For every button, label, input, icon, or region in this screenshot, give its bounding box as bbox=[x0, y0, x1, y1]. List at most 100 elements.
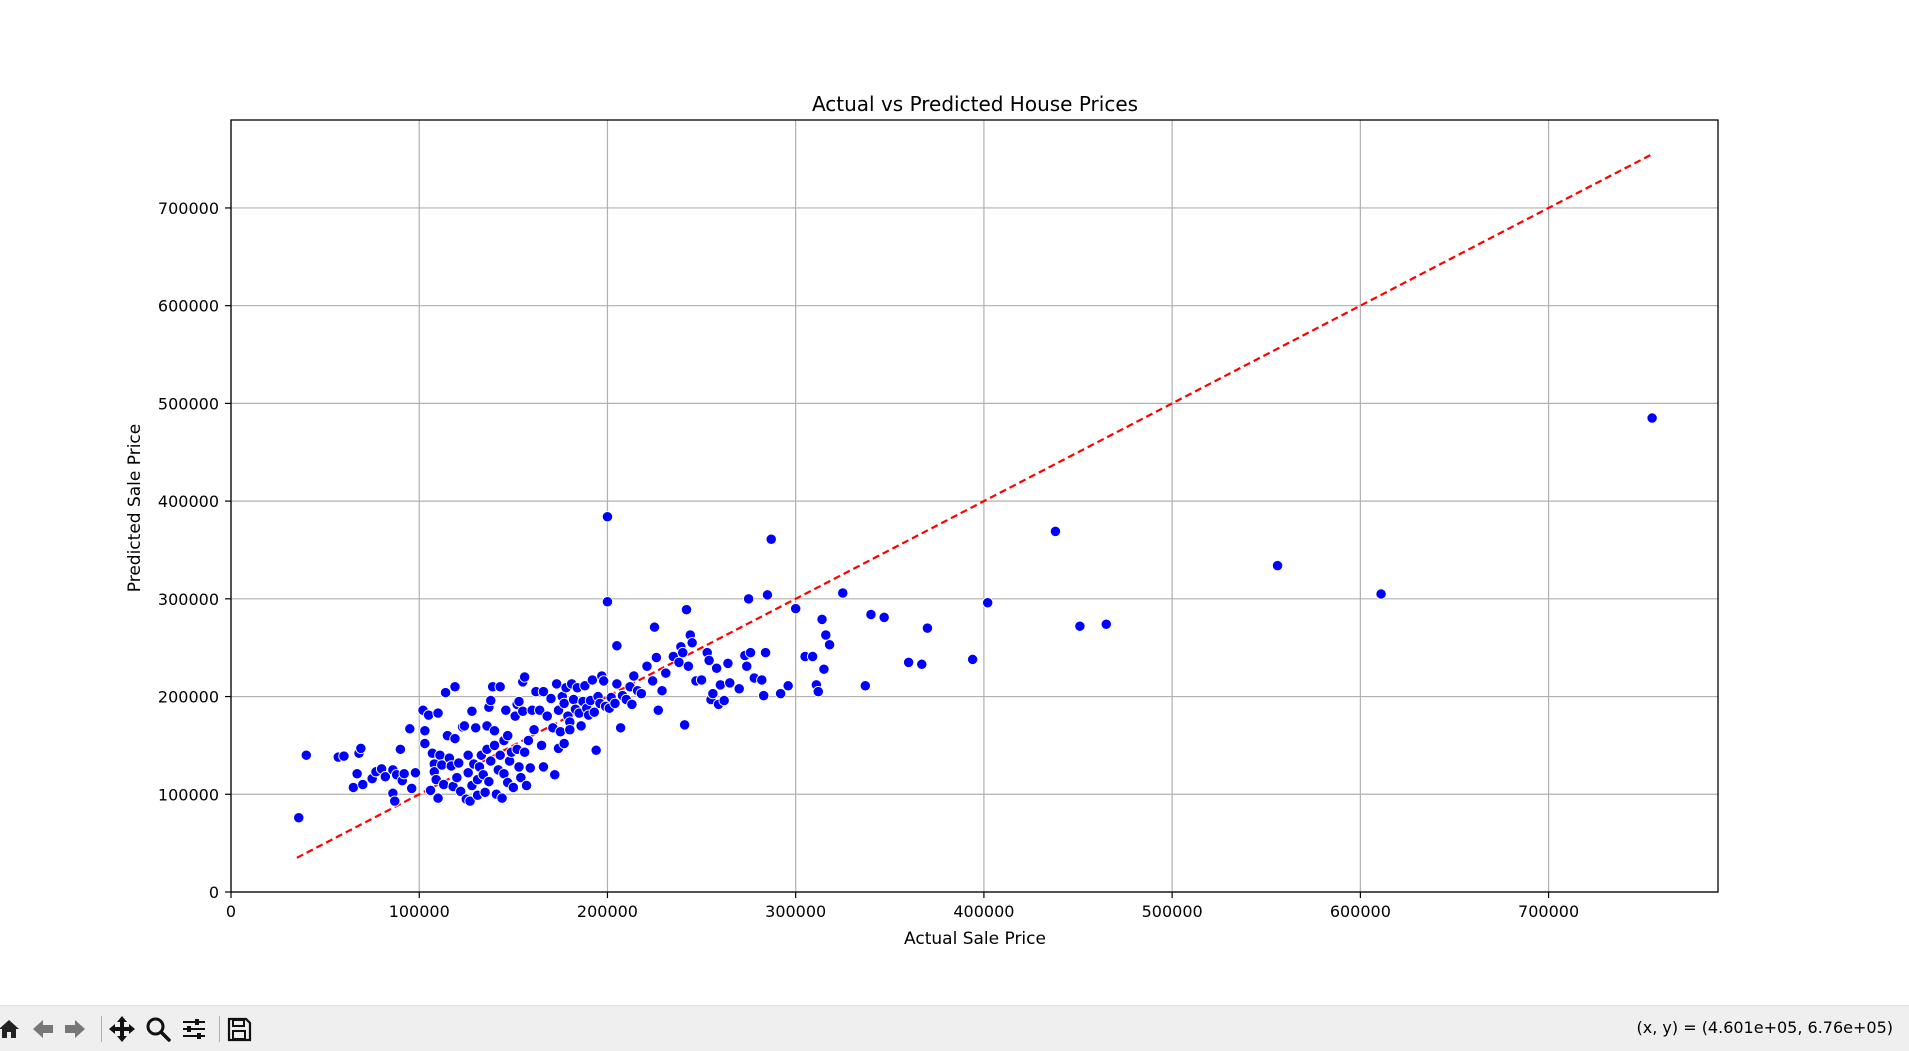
data-point bbox=[806, 650, 819, 663]
data-point bbox=[424, 784, 437, 797]
data-point bbox=[488, 739, 501, 752]
data-point bbox=[614, 722, 627, 734]
data-point bbox=[782, 680, 794, 692]
data-point bbox=[394, 743, 407, 755]
x-tick-label: 400000 bbox=[953, 902, 1014, 921]
data-point bbox=[524, 762, 536, 774]
data-point bbox=[820, 629, 832, 641]
data-point bbox=[823, 639, 836, 651]
data-point bbox=[601, 511, 614, 523]
data-point bbox=[652, 704, 664, 716]
data-point bbox=[438, 778, 450, 791]
data-point bbox=[398, 768, 410, 780]
data-point bbox=[351, 768, 363, 780]
configure-icon bbox=[183, 1019, 205, 1039]
data-point bbox=[635, 687, 647, 700]
home-icon bbox=[0, 1020, 19, 1038]
home-button[interactable] bbox=[0, 1014, 24, 1044]
data-point bbox=[660, 667, 672, 679]
data-point bbox=[579, 680, 591, 692]
data-point bbox=[921, 622, 934, 634]
data-point bbox=[389, 795, 401, 807]
data-point bbox=[733, 683, 745, 695]
data-point bbox=[439, 686, 452, 699]
y-tick-label: 200000 bbox=[158, 688, 219, 707]
data-point bbox=[628, 670, 640, 682]
data-point bbox=[648, 621, 661, 633]
data-point bbox=[404, 723, 416, 735]
data-point bbox=[1100, 618, 1112, 630]
data-point bbox=[710, 662, 723, 674]
data-point bbox=[488, 725, 501, 737]
data-point bbox=[379, 771, 391, 783]
data-point bbox=[575, 720, 587, 732]
data-point bbox=[714, 679, 727, 691]
data-point bbox=[982, 597, 994, 609]
data-point bbox=[590, 744, 602, 756]
plot-frame bbox=[230, 119, 1719, 893]
data-point bbox=[466, 705, 478, 717]
data-point bbox=[357, 778, 369, 791]
data-point bbox=[520, 779, 533, 792]
zoom-button[interactable] bbox=[143, 1014, 173, 1044]
toolbar-separator bbox=[219, 1016, 220, 1042]
data-point bbox=[859, 680, 871, 692]
save-button[interactable] bbox=[224, 1014, 254, 1044]
data-point bbox=[818, 663, 830, 675]
data-point bbox=[707, 687, 719, 700]
data-point bbox=[434, 749, 446, 761]
data-point bbox=[601, 596, 614, 608]
data-point bbox=[432, 707, 444, 719]
data-point bbox=[453, 757, 465, 769]
data-point bbox=[741, 660, 753, 672]
data-point bbox=[686, 637, 698, 649]
x-tick-label: 0 bbox=[226, 902, 236, 921]
forward-button[interactable] bbox=[60, 1014, 90, 1044]
data-point bbox=[449, 681, 461, 693]
x-tick-label: 300000 bbox=[765, 902, 826, 921]
data-point bbox=[609, 697, 621, 710]
scatter-points bbox=[293, 412, 1658, 824]
data-point bbox=[1271, 559, 1284, 572]
data-point bbox=[462, 767, 474, 779]
data-point bbox=[718, 694, 730, 707]
data-point bbox=[865, 608, 877, 621]
back-icon bbox=[33, 1020, 53, 1038]
data-point bbox=[682, 660, 695, 672]
x-axis-label: Actual Sale Price bbox=[904, 929, 1046, 949]
save-icon bbox=[227, 1017, 252, 1042]
data-point bbox=[611, 678, 623, 690]
configure-button[interactable] bbox=[179, 1014, 209, 1044]
data-point bbox=[558, 737, 570, 750]
data-point bbox=[816, 613, 828, 626]
data-point bbox=[483, 775, 495, 788]
data-point bbox=[464, 795, 476, 807]
data-point bbox=[758, 689, 770, 702]
data-point bbox=[656, 685, 668, 697]
data-point bbox=[300, 749, 312, 761]
pan-button[interactable] bbox=[107, 1014, 137, 1044]
data-point bbox=[451, 772, 463, 784]
data-point bbox=[765, 533, 777, 545]
data-point bbox=[485, 694, 497, 707]
data-point bbox=[650, 651, 663, 664]
data-point bbox=[458, 720, 471, 732]
data-point bbox=[774, 687, 787, 700]
data-point bbox=[496, 792, 508, 804]
data-point bbox=[518, 746, 531, 758]
data-point bbox=[680, 603, 693, 616]
data-point bbox=[564, 724, 576, 736]
data-point bbox=[1049, 525, 1062, 538]
data-point bbox=[673, 656, 685, 669]
data-point bbox=[528, 724, 540, 736]
data-point bbox=[406, 782, 418, 795]
data-point bbox=[902, 656, 915, 669]
data-point bbox=[513, 695, 525, 708]
back-button[interactable] bbox=[28, 1014, 58, 1044]
x-tick-label: 700000 bbox=[1518, 902, 1579, 921]
data-point bbox=[558, 697, 570, 710]
data-point bbox=[502, 729, 514, 742]
data-point bbox=[646, 675, 659, 687]
data-point bbox=[722, 657, 734, 669]
data-point bbox=[677, 646, 689, 659]
